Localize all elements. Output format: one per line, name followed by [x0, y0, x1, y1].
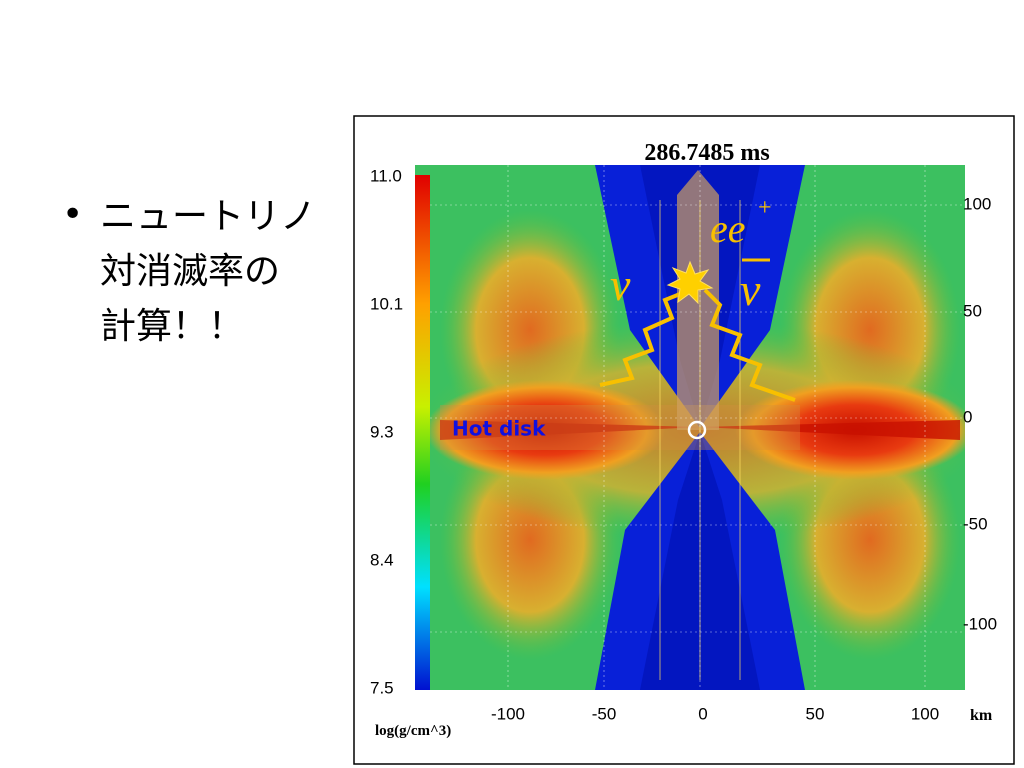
y-tick: 0 [963, 407, 972, 426]
y-tick: -100 [963, 614, 997, 633]
nu-label: ν [610, 259, 631, 310]
colorbar-tick: 7.5 [370, 678, 394, 697]
y-tick: 50 [963, 301, 982, 320]
x-tick: -100 [491, 704, 525, 723]
colorbar-tick: 8.4 [370, 550, 394, 569]
pair-sup: + [758, 195, 772, 221]
burst [666, 260, 714, 305]
bullet-line: 計算！！ [100, 306, 244, 347]
disk-label: Hot disk [452, 417, 546, 441]
nubar-label: ν [740, 264, 761, 315]
colorbar-tick: 11.0 [370, 166, 402, 185]
wave [703, 288, 796, 402]
x-tick: -50 [592, 704, 617, 723]
bullet-dot: • [62, 194, 83, 235]
bullet-line: ニュートリノ [100, 196, 316, 237]
colorbar-label: log(g/cm^3) [375, 723, 451, 739]
colorbar [415, 175, 430, 690]
colorbar-tick: 10.1 [370, 294, 403, 313]
x-tick: 0 [698, 704, 707, 723]
x-tick: 50 [806, 704, 825, 723]
y-tick: -50 [963, 514, 988, 533]
wave [599, 288, 691, 387]
pair-label: ee [710, 206, 746, 251]
y-tick: 100 [963, 194, 991, 213]
x-tick: 100 [911, 704, 939, 723]
time-label: 286.7485 ms [644, 140, 769, 166]
colorbar-tick: 9.3 [370, 422, 394, 441]
density-map [415, 165, 965, 690]
bullet-line: 対消滅率の [100, 251, 280, 292]
x-unit: km [970, 707, 993, 724]
